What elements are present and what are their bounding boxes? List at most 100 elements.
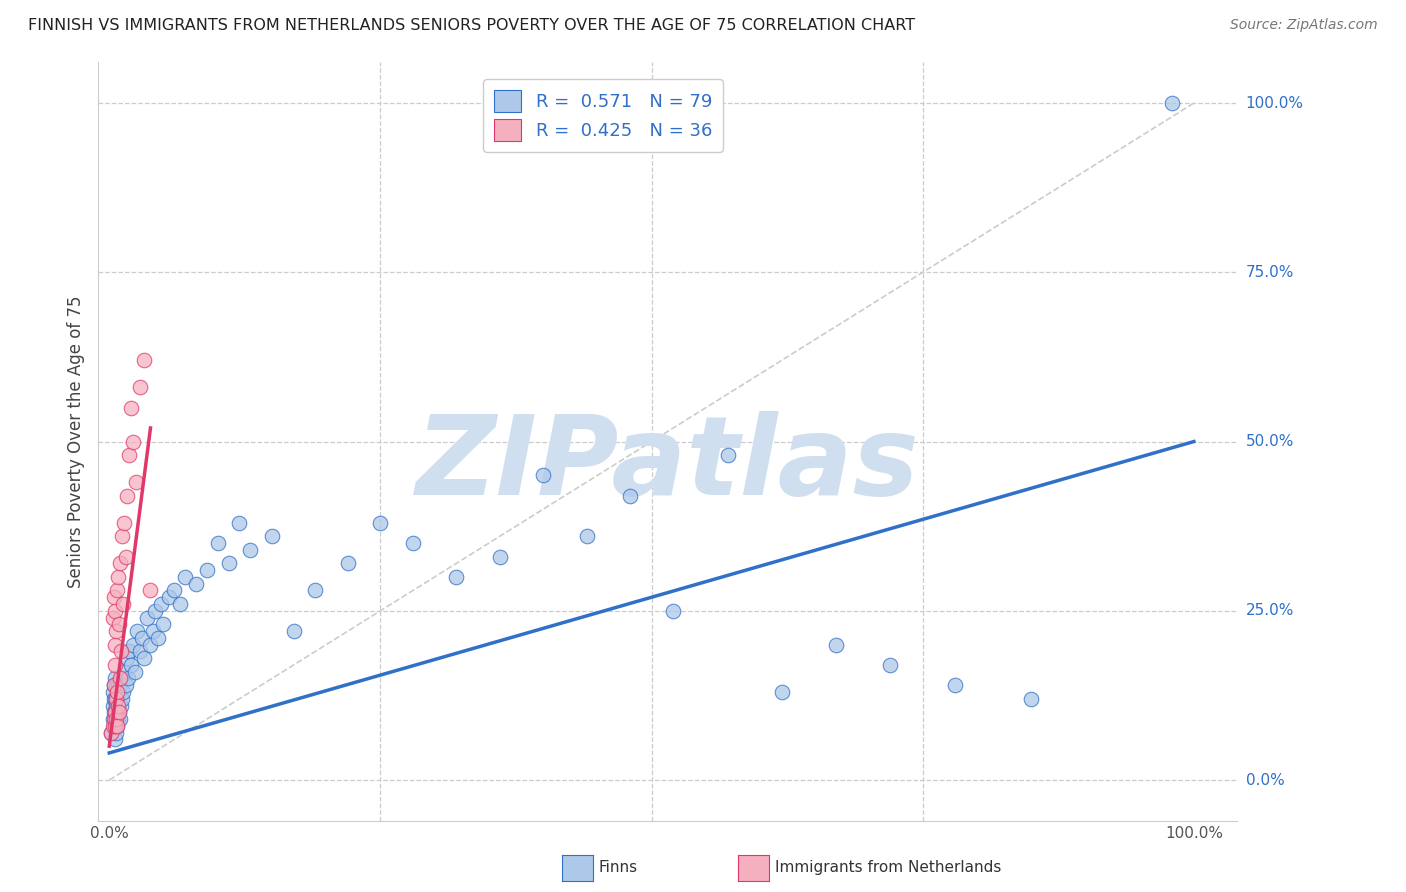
Immigrants from Netherlands — [108, 672, 131, 686]
Finns — [446, 570, 468, 584]
Immigrants from Netherlands — [122, 434, 145, 449]
Finns — [370, 516, 392, 530]
Finns — [531, 468, 554, 483]
Finns — [103, 719, 125, 733]
Immigrants from Netherlands — [100, 725, 122, 739]
Finns — [108, 685, 131, 699]
Finns — [108, 712, 131, 726]
Finns — [120, 657, 142, 672]
Finns — [110, 672, 132, 686]
Immigrants from Netherlands — [105, 685, 128, 699]
Immigrants from Netherlands — [108, 706, 131, 720]
Finns — [101, 698, 124, 713]
Finns — [174, 570, 197, 584]
Finns — [107, 712, 129, 726]
Finns — [104, 712, 127, 726]
Finns — [105, 719, 128, 733]
Finns — [101, 685, 124, 699]
Finns — [662, 604, 685, 618]
Finns — [104, 725, 127, 739]
Finns — [122, 638, 145, 652]
Finns — [150, 597, 173, 611]
Finns — [104, 698, 127, 713]
Finns — [103, 678, 125, 692]
Finns — [619, 489, 641, 503]
Finns — [157, 591, 180, 605]
Text: Immigrants from Netherlands: Immigrants from Netherlands — [775, 861, 1001, 875]
Text: 100.0%: 100.0% — [1246, 95, 1303, 111]
Text: 50.0%: 50.0% — [1246, 434, 1294, 449]
Finns — [104, 691, 127, 706]
Legend: R =  0.571   N = 79, R =  0.425   N = 36: R = 0.571 N = 79, R = 0.425 N = 36 — [484, 79, 723, 152]
Immigrants from Netherlands — [128, 380, 150, 394]
Finns — [1161, 96, 1184, 111]
Immigrants from Netherlands — [103, 591, 125, 605]
Finns — [117, 672, 139, 686]
Immigrants from Netherlands — [114, 549, 136, 564]
Immigrants from Netherlands — [104, 638, 127, 652]
Text: FINNISH VS IMMIGRANTS FROM NETHERLANDS SENIORS POVERTY OVER THE AGE OF 75 CORREL: FINNISH VS IMMIGRANTS FROM NETHERLANDS S… — [28, 18, 915, 33]
Finns — [163, 583, 186, 598]
Immigrants from Netherlands — [111, 529, 134, 543]
Finns — [131, 631, 153, 645]
Finns — [100, 725, 122, 739]
Finns — [1019, 691, 1042, 706]
Finns — [139, 638, 162, 652]
Text: 25.0%: 25.0% — [1246, 603, 1294, 618]
Immigrants from Netherlands — [108, 557, 131, 571]
Finns — [104, 672, 127, 686]
Finns — [152, 617, 174, 632]
Finns — [101, 712, 124, 726]
Immigrants from Netherlands — [103, 678, 125, 692]
Immigrants from Netherlands — [103, 712, 125, 726]
Finns — [108, 678, 131, 692]
Immigrants from Netherlands — [107, 570, 129, 584]
Immigrants from Netherlands — [104, 604, 127, 618]
Immigrants from Netherlands — [104, 706, 127, 720]
Immigrants from Netherlands — [104, 691, 127, 706]
Finns — [260, 529, 283, 543]
Finns — [146, 631, 169, 645]
Finns — [107, 698, 129, 713]
Immigrants from Netherlands — [110, 644, 132, 658]
Finns — [104, 706, 127, 720]
Finns — [136, 610, 159, 624]
Finns — [575, 529, 598, 543]
Finns — [110, 698, 132, 713]
Finns — [184, 576, 207, 591]
Finns — [114, 678, 136, 692]
Immigrants from Netherlands — [104, 712, 127, 726]
Immigrants from Netherlands — [108, 617, 131, 632]
Finns — [218, 557, 240, 571]
Finns — [228, 516, 250, 530]
Finns — [143, 604, 166, 618]
Finns — [943, 678, 966, 692]
Finns — [104, 719, 127, 733]
Text: ZIPatlas: ZIPatlas — [416, 411, 920, 517]
Finns — [114, 665, 136, 679]
Immigrants from Netherlands — [101, 719, 124, 733]
Finns — [716, 448, 738, 462]
Finns — [103, 691, 125, 706]
Finns — [142, 624, 165, 639]
Finns — [195, 563, 218, 577]
Finns — [825, 638, 848, 652]
Finns — [105, 691, 128, 706]
Immigrants from Netherlands — [105, 583, 128, 598]
Immigrants from Netherlands — [101, 610, 124, 624]
Immigrants from Netherlands — [112, 597, 135, 611]
Finns — [104, 732, 127, 747]
Text: Source: ZipAtlas.com: Source: ZipAtlas.com — [1230, 18, 1378, 32]
Immigrants from Netherlands — [104, 657, 127, 672]
Finns — [112, 685, 135, 699]
Immigrants from Netherlands — [115, 489, 138, 503]
Finns — [104, 712, 127, 726]
Finns — [879, 657, 901, 672]
Y-axis label: Seniors Poverty Over the Age of 75: Seniors Poverty Over the Age of 75 — [66, 295, 84, 588]
Finns — [488, 549, 510, 564]
Finns — [107, 678, 129, 692]
Text: 75.0%: 75.0% — [1246, 265, 1294, 280]
Finns — [104, 678, 127, 692]
Finns — [111, 691, 134, 706]
Immigrants from Netherlands — [104, 719, 127, 733]
